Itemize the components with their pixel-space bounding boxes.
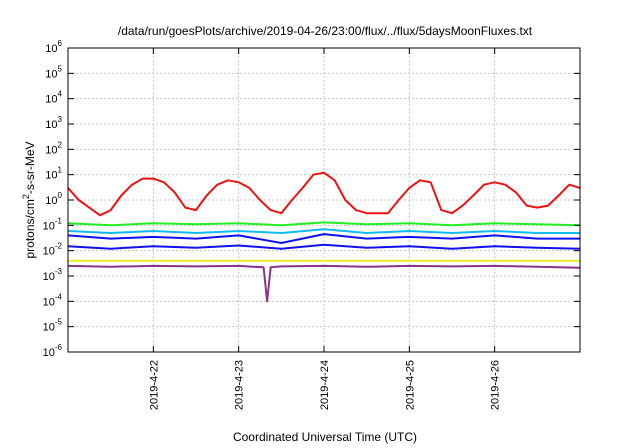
- y-tick-label: 10-4: [43, 292, 63, 308]
- y-tick-label: 103: [45, 115, 62, 131]
- series-group: [67, 171, 581, 303]
- y-tick-label: 10-6: [43, 343, 63, 359]
- series-line-red-0: [67, 171, 581, 217]
- y-tick-label: 10-1: [43, 216, 63, 232]
- x-tick-label: 2019-4-22: [148, 360, 160, 410]
- x-tick-label: 2019-4-26: [490, 360, 502, 410]
- y-tick-label: 10-5: [43, 318, 63, 334]
- series-line-blue-3: [67, 233, 580, 244]
- grid: [68, 48, 580, 352]
- y-axis-ticks: 10-6 10-5 10-4 10-3 10-2 10-1 100 101 102 103 104 1…: [43, 39, 580, 359]
- x-tick-label: 2019-4-25: [404, 360, 416, 410]
- y-tick-label: 106: [45, 39, 62, 55]
- y-tick-label: 102: [45, 140, 62, 156]
- series-line-blue-4: [67, 243, 581, 250]
- series-line-green-1: [67, 221, 581, 227]
- y-axis-label: protons/cm2-s-sr-MeV: [21, 141, 37, 258]
- y-tick-label: 101: [45, 166, 62, 182]
- x-axis-ticks: 2019-4-22 2019-4-23 2019-4-24 2019-4-25 2019…: [148, 48, 502, 410]
- x-axis-label: Coordinated Universal Time (UTC): [233, 430, 417, 444]
- y-tick-label: 104: [45, 90, 62, 106]
- y-tick-label: 10-2: [43, 242, 63, 258]
- y-tick-label: 100: [45, 191, 62, 207]
- chart-title: /data/run/goesPlots/archive/2019-04-26/2…: [118, 24, 533, 38]
- y-tick-label: 10-3: [43, 267, 63, 283]
- y-tick-label: 105: [45, 64, 62, 80]
- series-line-purple-6: [67, 264, 581, 303]
- x-tick-label: 2019-4-24: [319, 360, 331, 410]
- series-line-cyan-2: [67, 228, 580, 234]
- x-tick-label: 2019-4-23: [234, 360, 246, 410]
